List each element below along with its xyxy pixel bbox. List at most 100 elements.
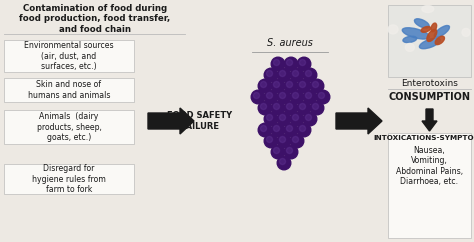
Circle shape <box>280 92 285 98</box>
Ellipse shape <box>388 25 398 34</box>
Circle shape <box>273 82 280 88</box>
Circle shape <box>258 101 272 115</box>
Circle shape <box>273 147 280 154</box>
Text: S. aureus: S. aureus <box>267 38 313 48</box>
Text: Environmental sources
(air, dust, and
surfaces, etc.): Environmental sources (air, dust, and su… <box>24 41 114 71</box>
Text: INTOXICATIONS-SYMPTOMS: INTOXICATIONS-SYMPTOMS <box>373 135 474 141</box>
Text: Nausea,
Vomiting,
Abdominal Pains,
Diarrhoea, etc.: Nausea, Vomiting, Abdominal Pains, Diarr… <box>396 146 463 186</box>
Circle shape <box>292 136 299 143</box>
Circle shape <box>286 147 292 154</box>
Circle shape <box>290 68 304 82</box>
FancyBboxPatch shape <box>388 133 471 238</box>
Circle shape <box>290 112 304 126</box>
Circle shape <box>284 145 298 159</box>
Circle shape <box>258 123 272 137</box>
Ellipse shape <box>431 23 437 32</box>
Circle shape <box>277 112 291 126</box>
Text: Animals  (dairy
products, sheep,
goats, etc.): Animals (dairy products, sheep, goats, e… <box>36 112 101 142</box>
Text: Contamination of food during
food production, food transfer,
and food chain: Contamination of food during food produc… <box>19 4 171 34</box>
Circle shape <box>280 70 285 76</box>
FancyBboxPatch shape <box>4 164 134 194</box>
Circle shape <box>271 123 285 137</box>
Ellipse shape <box>427 29 437 41</box>
Circle shape <box>251 90 265 104</box>
FancyArrow shape <box>148 108 194 134</box>
Ellipse shape <box>435 36 445 45</box>
FancyBboxPatch shape <box>4 78 134 102</box>
Circle shape <box>264 90 278 104</box>
Circle shape <box>264 68 278 82</box>
Circle shape <box>297 79 311 93</box>
Circle shape <box>271 145 285 159</box>
Circle shape <box>290 134 304 148</box>
Circle shape <box>271 57 285 71</box>
Circle shape <box>305 92 311 98</box>
Circle shape <box>280 136 285 143</box>
Circle shape <box>297 123 311 137</box>
Circle shape <box>271 79 285 93</box>
Circle shape <box>264 134 278 148</box>
Ellipse shape <box>402 28 429 39</box>
Circle shape <box>273 125 280 132</box>
Ellipse shape <box>422 6 434 13</box>
Circle shape <box>277 68 291 82</box>
Circle shape <box>266 136 273 143</box>
Circle shape <box>297 101 311 115</box>
Circle shape <box>277 90 291 104</box>
Circle shape <box>303 112 317 126</box>
Circle shape <box>300 82 306 88</box>
Ellipse shape <box>421 26 430 32</box>
Circle shape <box>292 70 299 76</box>
Circle shape <box>264 112 278 126</box>
FancyBboxPatch shape <box>4 110 134 144</box>
Circle shape <box>312 103 319 110</box>
Circle shape <box>286 60 292 66</box>
Circle shape <box>292 114 299 121</box>
Ellipse shape <box>434 25 449 37</box>
Circle shape <box>286 103 292 110</box>
FancyArrow shape <box>336 108 382 134</box>
Circle shape <box>305 70 311 76</box>
Circle shape <box>271 101 285 115</box>
Circle shape <box>310 101 324 115</box>
Circle shape <box>286 82 292 88</box>
FancyBboxPatch shape <box>388 5 471 77</box>
Text: FOOD SAFETY
FAILURE: FOOD SAFETY FAILURE <box>167 111 233 131</box>
Circle shape <box>266 70 273 76</box>
Circle shape <box>260 103 266 110</box>
Circle shape <box>277 134 291 148</box>
Ellipse shape <box>462 28 470 36</box>
Circle shape <box>305 114 311 121</box>
Circle shape <box>310 79 324 93</box>
FancyArrow shape <box>422 109 437 131</box>
Circle shape <box>312 82 319 88</box>
Text: Disregard for
hygiene rules from
farm to fork: Disregard for hygiene rules from farm to… <box>32 164 106 194</box>
Circle shape <box>273 60 280 66</box>
Ellipse shape <box>414 19 429 28</box>
Text: Skin and nose of
humans and animals: Skin and nose of humans and animals <box>28 80 110 100</box>
Circle shape <box>286 125 292 132</box>
Circle shape <box>284 123 298 137</box>
Circle shape <box>297 57 311 71</box>
FancyBboxPatch shape <box>4 40 134 72</box>
Circle shape <box>300 125 306 132</box>
Ellipse shape <box>405 43 414 51</box>
Circle shape <box>316 90 330 104</box>
Circle shape <box>303 68 317 82</box>
Circle shape <box>319 92 325 98</box>
Circle shape <box>300 60 306 66</box>
Circle shape <box>300 103 306 110</box>
Circle shape <box>284 101 298 115</box>
Circle shape <box>290 90 304 104</box>
Circle shape <box>280 159 285 165</box>
Text: CONSUMPTION: CONSUMPTION <box>389 92 471 102</box>
Circle shape <box>258 79 272 93</box>
Ellipse shape <box>403 36 417 43</box>
Circle shape <box>266 92 273 98</box>
Circle shape <box>277 156 291 170</box>
Circle shape <box>280 114 285 121</box>
Circle shape <box>266 114 273 121</box>
Circle shape <box>260 82 266 88</box>
Circle shape <box>260 125 266 132</box>
Circle shape <box>292 92 299 98</box>
